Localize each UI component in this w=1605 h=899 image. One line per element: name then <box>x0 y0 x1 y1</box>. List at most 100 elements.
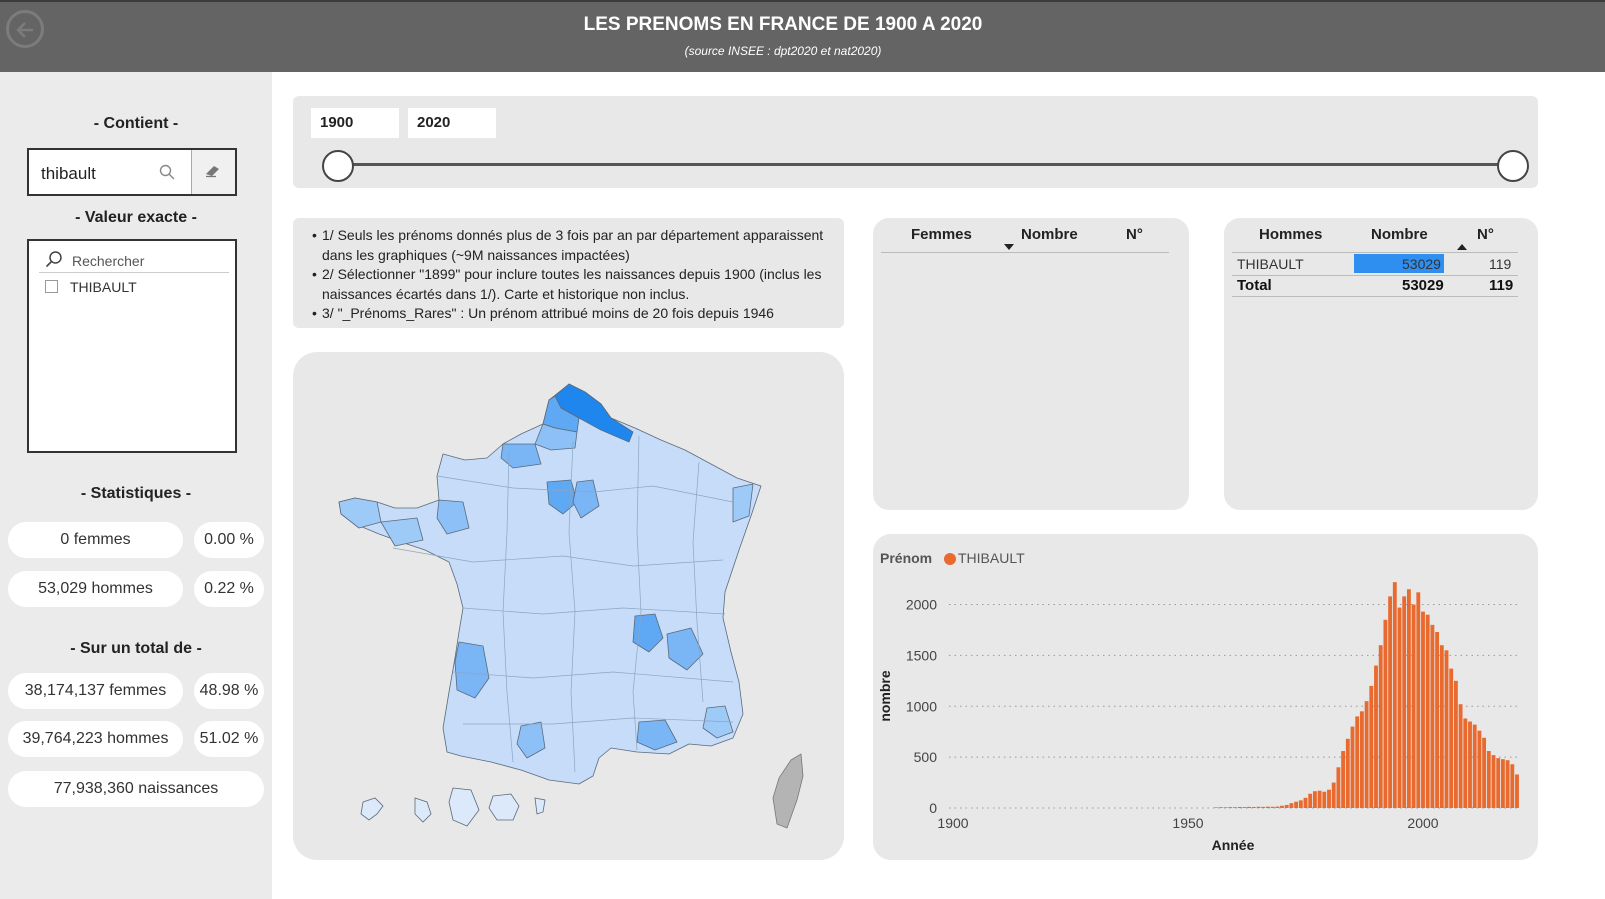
chart-bar[interactable] <box>1421 611 1425 808</box>
chart-bar[interactable] <box>1237 806 1242 808</box>
chart-bar[interactable] <box>1317 790 1322 808</box>
chart-legend-name[interactable]: THIBAULT <box>958 550 1025 566</box>
chart-bar[interactable] <box>1218 807 1223 808</box>
start-year-input[interactable]: 1900 <box>311 108 399 138</box>
chart-bar[interactable] <box>1359 711 1364 808</box>
women-col-name[interactable]: Femmes <box>911 226 972 243</box>
chart-bar[interactable] <box>1331 782 1336 808</box>
slider-start-handle[interactable] <box>322 150 354 182</box>
chart-bar[interactable] <box>1482 737 1487 808</box>
chart-bar[interactable] <box>1374 665 1378 808</box>
chart-bar[interactable] <box>1378 645 1383 808</box>
chart-bar[interactable] <box>1453 680 1458 808</box>
chart-bar[interactable] <box>1336 767 1341 808</box>
department-idf-2 <box>572 479 600 519</box>
women-col-rank[interactable]: N° <box>1126 226 1143 243</box>
chart-bar[interactable] <box>1214 807 1219 808</box>
chart-bar[interactable] <box>1247 806 1252 808</box>
chart-bar[interactable] <box>1402 596 1407 808</box>
chart-bar[interactable] <box>1388 596 1393 808</box>
search-icon <box>45 251 62 268</box>
chart-bar[interactable] <box>1327 789 1331 808</box>
chart-bar[interactable] <box>1392 582 1397 808</box>
chart-bar[interactable] <box>1341 751 1346 808</box>
chart-bar[interactable] <box>1265 806 1270 808</box>
notes-panel: 1/ Seuls les prénoms donnés plus de 3 fo… <box>293 218 844 328</box>
chart-bar[interactable] <box>1406 589 1411 808</box>
men-row-name[interactable]: THIBAULT <box>1237 256 1304 272</box>
contains-search-input[interactable]: thibault <box>41 164 96 183</box>
france-map-panel <box>293 352 844 860</box>
checkbox[interactable] <box>45 280 58 293</box>
total-title: - Sur un total de - <box>70 640 202 657</box>
back-button[interactable] <box>6 10 44 48</box>
chart-bar[interactable] <box>1449 668 1454 808</box>
men-col-rank[interactable]: N° <box>1477 226 1494 243</box>
chart-bar[interactable] <box>1308 793 1313 808</box>
end-year-input[interactable]: 2020 <box>408 108 496 138</box>
chart-bar[interactable] <box>1435 631 1440 808</box>
men-row-rank: 119 <box>1489 256 1512 272</box>
exact-value-search[interactable]: Rechercher <box>39 247 229 273</box>
france-department-map[interactable] <box>293 352 844 860</box>
chart-bar[interactable] <box>1251 806 1256 808</box>
slider-end-handle[interactable] <box>1497 150 1529 182</box>
chart-bar[interactable] <box>1280 805 1284 808</box>
chart-bar[interactable] <box>1444 650 1449 808</box>
chart-bar[interactable] <box>1510 764 1515 808</box>
chart-bar[interactable] <box>1486 751 1491 808</box>
men-col-count[interactable]: Nombre <box>1371 226 1428 243</box>
chart-bar[interactable] <box>1303 797 1308 808</box>
chart-bar[interactable] <box>1289 803 1294 808</box>
chart-bar[interactable] <box>1472 724 1477 808</box>
chart-bar[interactable] <box>1345 738 1350 808</box>
slider-track[interactable] <box>339 163 1513 166</box>
chart-bar[interactable] <box>1350 726 1355 808</box>
chart-bar[interactable] <box>1416 592 1421 808</box>
table-total-rule <box>1232 296 1518 297</box>
men-col-name[interactable]: Hommes <box>1259 226 1323 243</box>
chart-bar[interactable] <box>1242 807 1247 808</box>
x-tick-label: 2000 <box>1407 815 1438 831</box>
chart-bar[interactable] <box>1468 721 1472 808</box>
chart-bar[interactable] <box>1500 759 1505 808</box>
chart-bar[interactable] <box>1425 614 1430 808</box>
chart-bar[interactable] <box>1223 807 1228 808</box>
chart-bar[interactable] <box>1496 758 1501 808</box>
chart-bar[interactable] <box>1322 791 1327 808</box>
chart-bar[interactable] <box>1411 604 1416 808</box>
chart-bar[interactable] <box>1261 806 1266 808</box>
chart-bar[interactable] <box>1228 807 1233 808</box>
chart-bar[interactable] <box>1458 704 1463 808</box>
chart-bar[interactable] <box>1284 804 1289 808</box>
chart-bar[interactable] <box>1383 619 1388 808</box>
search-icon[interactable] <box>159 164 175 180</box>
chart-bar[interactable] <box>1270 806 1275 808</box>
chart-bar[interactable] <box>1275 806 1280 808</box>
chart-bar[interactable] <box>1355 716 1360 808</box>
chart-bar[interactable] <box>1505 760 1510 808</box>
chart-bar[interactable] <box>1312 791 1317 808</box>
contains-search-box[interactable]: thibault <box>27 148 237 196</box>
clear-search-button[interactable] <box>191 150 235 194</box>
births-bar-chart[interactable]: nombre Année 0 500 1000 1500 2000 1900 1950 200… <box>873 534 1538 860</box>
chart-bar[interactable] <box>1430 624 1435 808</box>
notes-list: 1/ Seuls les prénoms donnés plus de 3 fo… <box>312 226 840 324</box>
chart-bar[interactable] <box>1364 701 1369 808</box>
chart-bar[interactable] <box>1515 774 1519 808</box>
chart-bar[interactable] <box>1256 806 1261 808</box>
chart-bar[interactable] <box>1477 730 1482 808</box>
contains-title: - Contient - <box>93 115 179 132</box>
chart-bar[interactable] <box>1294 801 1299 808</box>
sort-asc-icon[interactable] <box>1457 244 1467 250</box>
chart-bar[interactable] <box>1439 645 1444 808</box>
header-bar: LES PRENOMS EN FRANCE DE 1900 A 2020 (so… <box>0 0 1605 72</box>
women-col-count[interactable]: Nombre <box>1021 226 1078 243</box>
chart-bar[interactable] <box>1491 755 1496 808</box>
chart-bar[interactable] <box>1233 807 1237 808</box>
chart-bar[interactable] <box>1397 607 1402 808</box>
chart-bar[interactable] <box>1463 718 1468 808</box>
chart-bar[interactable] <box>1298 800 1303 808</box>
sort-desc-icon[interactable] <box>1004 244 1014 250</box>
chart-bar[interactable] <box>1369 685 1374 808</box>
